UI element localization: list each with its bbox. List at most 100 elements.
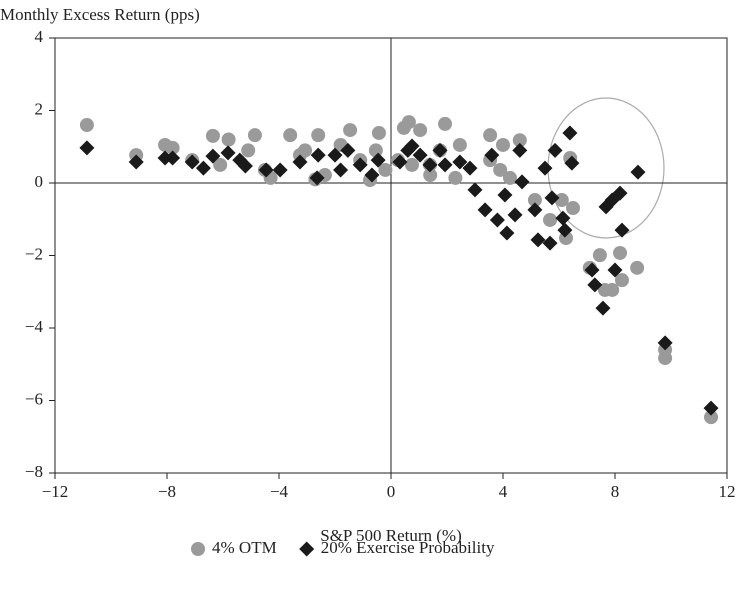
point <box>205 148 221 164</box>
x-tick-label: 12 <box>719 482 736 501</box>
point <box>614 222 630 238</box>
point <box>542 235 558 251</box>
point <box>658 351 673 366</box>
point <box>309 170 325 186</box>
point <box>605 282 620 297</box>
point <box>497 187 513 203</box>
point <box>584 262 600 278</box>
point <box>587 277 603 293</box>
point <box>544 190 560 206</box>
point <box>213 157 228 172</box>
point <box>327 147 343 163</box>
point <box>704 410 719 425</box>
y-tick-label: −2 <box>25 244 43 263</box>
point <box>477 202 493 218</box>
point <box>530 232 546 248</box>
point <box>547 142 563 158</box>
y-tick-label: −4 <box>25 317 44 336</box>
point <box>205 128 220 143</box>
point <box>272 162 288 178</box>
x-tick-label: −8 <box>158 482 176 501</box>
point <box>493 162 508 177</box>
point <box>413 123 428 138</box>
legend-marker <box>191 542 205 556</box>
point <box>452 137 467 152</box>
y-tick-label: 4 <box>35 27 44 46</box>
point <box>507 207 523 223</box>
point <box>247 128 262 143</box>
point <box>220 145 236 161</box>
point <box>448 170 463 185</box>
point <box>258 162 274 178</box>
point <box>703 400 719 416</box>
point <box>422 157 438 173</box>
point <box>592 248 607 263</box>
point <box>221 132 236 147</box>
point <box>630 260 645 275</box>
point <box>554 193 569 208</box>
point <box>310 147 326 163</box>
point <box>404 138 420 154</box>
point <box>555 210 571 226</box>
x-axis-label: S&P 500 Return (%) <box>320 526 462 545</box>
point <box>352 157 368 173</box>
y-tick-label: −8 <box>25 462 43 481</box>
point <box>79 140 95 156</box>
point <box>564 155 580 171</box>
point <box>370 152 386 168</box>
point <box>543 212 558 227</box>
point <box>657 335 673 351</box>
point <box>613 245 628 260</box>
point <box>452 154 468 170</box>
point <box>368 143 383 158</box>
point <box>195 160 211 176</box>
x-tick-label: −4 <box>270 482 289 501</box>
point <box>630 164 646 180</box>
point <box>412 147 428 163</box>
point <box>128 154 144 170</box>
point <box>184 154 200 170</box>
point <box>432 142 448 158</box>
point <box>612 185 628 201</box>
legend-label: 4% OTM <box>212 538 277 557</box>
legend-marker <box>299 541 315 557</box>
x-tick-label: 4 <box>499 482 508 501</box>
point <box>165 140 180 155</box>
point <box>566 201 580 216</box>
point <box>483 128 498 143</box>
point <box>340 142 356 158</box>
point <box>79 118 94 132</box>
point <box>595 300 611 316</box>
point <box>489 212 505 228</box>
point <box>512 133 527 148</box>
legend-label: 20% Exercise Probability <box>321 538 495 557</box>
point <box>423 168 438 183</box>
point <box>401 115 416 130</box>
point <box>607 262 623 278</box>
point <box>537 160 553 176</box>
point <box>392 154 408 170</box>
x-tick-label: 8 <box>611 482 620 501</box>
x-tick-label: 0 <box>387 482 396 501</box>
y-tick-label: 2 <box>35 99 44 118</box>
point <box>467 182 483 198</box>
point <box>283 128 298 143</box>
point <box>557 222 573 238</box>
point <box>562 125 578 141</box>
point <box>496 137 510 152</box>
point <box>527 193 542 208</box>
point <box>364 167 380 183</box>
point <box>343 123 358 138</box>
point <box>527 202 543 218</box>
point <box>237 158 253 174</box>
point <box>503 170 517 185</box>
point <box>378 162 393 177</box>
x-tick-label: −12 <box>42 482 69 501</box>
point <box>311 128 326 143</box>
point <box>405 157 419 172</box>
chart-title: Monthly Excess Return (pps) <box>0 5 200 24</box>
point <box>241 143 256 158</box>
point <box>333 162 349 178</box>
y-tick-label: −6 <box>25 389 43 408</box>
